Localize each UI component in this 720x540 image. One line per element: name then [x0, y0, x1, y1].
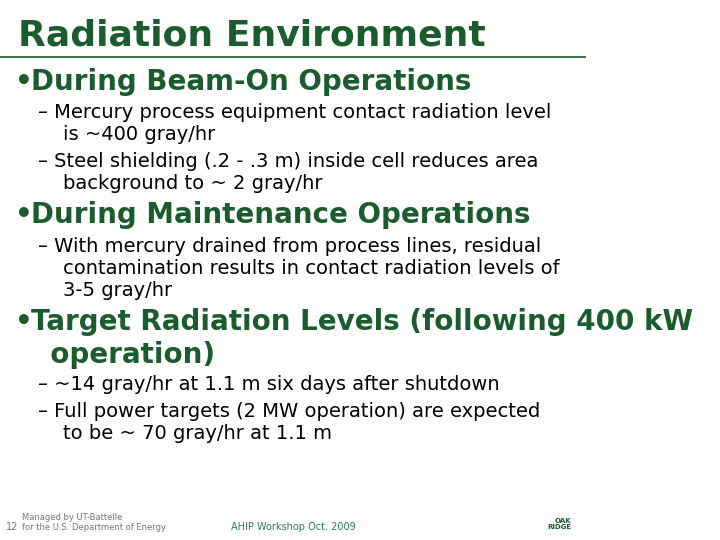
Text: OAK
RIDGE: OAK RIDGE [547, 518, 572, 530]
Text: – Steel shielding (.2 - .3 m) inside cell reduces area
    background to ~ 2 gra: – Steel shielding (.2 - .3 m) inside cel… [38, 152, 539, 193]
Text: AHIP Workshop Oct. 2009: AHIP Workshop Oct. 2009 [231, 522, 356, 532]
Text: Managed by UT-Battelle
for the U.S. Department of Energy: Managed by UT-Battelle for the U.S. Depa… [22, 512, 166, 532]
Text: Target Radiation Levels (following 400 kW
  operation): Target Radiation Levels (following 400 k… [31, 308, 693, 369]
Text: •: • [14, 68, 32, 96]
Text: During Maintenance Operations: During Maintenance Operations [31, 201, 531, 229]
Text: – Mercury process equipment contact radiation level
    is ~400 gray/hr: – Mercury process equipment contact radi… [38, 104, 552, 145]
Text: – Full power targets (2 MW operation) are expected
    to be ~ 70 gray/hr at 1.1: – Full power targets (2 MW operation) ar… [38, 402, 540, 443]
Text: •: • [14, 201, 32, 229]
Text: – With mercury drained from process lines, residual
    contamination results in: – With mercury drained from process line… [38, 237, 559, 300]
Text: – ~14 gray/hr at 1.1 m six days after shutdown: – ~14 gray/hr at 1.1 m six days after sh… [38, 375, 500, 394]
Text: During Beam-On Operations: During Beam-On Operations [31, 68, 472, 96]
Text: •: • [14, 308, 32, 336]
Text: Radiation Environment: Radiation Environment [17, 19, 485, 53]
Text: 12: 12 [6, 522, 18, 532]
